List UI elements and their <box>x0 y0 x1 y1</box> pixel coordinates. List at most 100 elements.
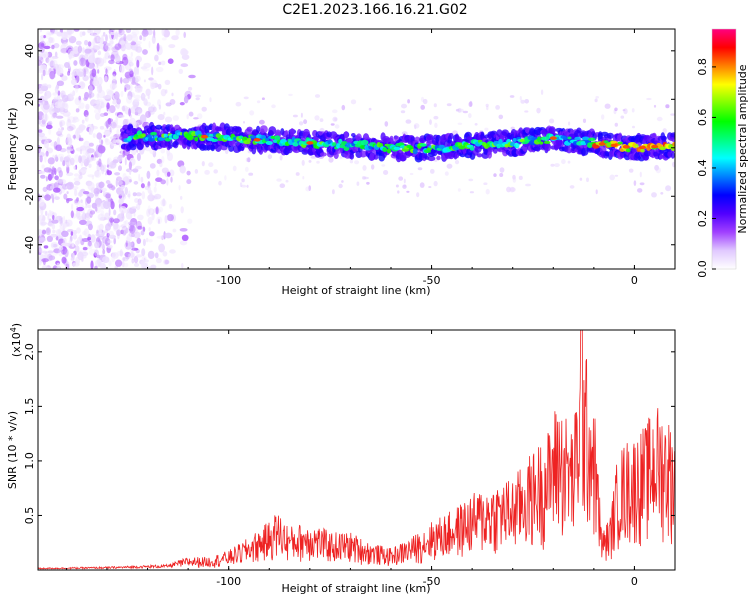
heatmap-cell <box>45 150 49 157</box>
heatmap-cell <box>54 85 59 94</box>
heatmap-cell <box>265 141 273 145</box>
heatmap-cell <box>148 239 153 243</box>
heatmap-cell <box>498 138 503 145</box>
snr-y-multiplier-base: (x10 <box>10 332 23 357</box>
heatmap-cell <box>474 123 478 126</box>
heatmap-cell <box>53 96 58 101</box>
heatmap-cell <box>46 189 50 195</box>
heatmap-cell <box>179 102 185 106</box>
heatmap-cell <box>135 220 142 230</box>
heatmap-cell <box>654 164 659 171</box>
heatmap-cell <box>57 266 61 269</box>
heatmap-cell <box>659 146 666 151</box>
heatmap-cell <box>137 214 144 221</box>
heatmap-cell <box>186 134 194 141</box>
heatmap-cell <box>113 218 120 224</box>
heatmap-cell <box>121 260 125 268</box>
heatmap-cell <box>215 133 222 139</box>
heatmap-cell <box>66 191 69 195</box>
heatmap-cell <box>79 171 82 176</box>
heatmap-cell <box>53 182 59 190</box>
heatmap-cell <box>38 47 46 53</box>
heatmap-cell <box>50 193 54 199</box>
heatmap-cell <box>628 168 634 173</box>
heatmap-cell <box>401 131 408 136</box>
heatmap-cell <box>116 229 121 236</box>
heatmap-cell <box>150 79 158 88</box>
heatmap-cell <box>265 137 270 142</box>
heatmap-cell <box>139 114 147 124</box>
heatmap-cell <box>127 242 134 247</box>
heatmap-cell <box>305 186 311 192</box>
heatmap-cell <box>330 123 335 126</box>
heatmap-cell <box>151 212 155 221</box>
heatmap-cell <box>133 66 138 76</box>
heatmap-cell <box>496 143 501 149</box>
heatmap-cell <box>61 94 69 103</box>
heatmap-cell <box>188 86 193 91</box>
heatmap-cell <box>70 78 78 86</box>
heatmap-cell <box>87 236 91 241</box>
heatmap-cell <box>147 137 156 142</box>
heatmap-cell <box>47 57 56 67</box>
heatmap-cell <box>79 31 83 38</box>
heatmap-cell <box>61 75 68 81</box>
heatmap-cell <box>79 102 85 109</box>
heatmap-cell <box>400 110 406 114</box>
heatmap-cell <box>606 132 614 139</box>
heatmap-cell <box>73 165 76 170</box>
heatmap-cell <box>581 136 590 141</box>
heatmap-cell <box>55 144 62 152</box>
heatmap-cell <box>279 183 286 188</box>
heatmap-cell <box>105 68 108 74</box>
heatmap-cell <box>194 169 199 174</box>
heatmap-cell <box>113 91 120 100</box>
heatmap-cell <box>47 213 50 221</box>
heatmap-cell <box>180 48 188 57</box>
heatmap-cell <box>188 111 194 117</box>
heatmap-cell <box>290 128 295 137</box>
heatmap-cell <box>72 118 80 123</box>
heatmap-cell <box>149 163 156 169</box>
heatmap-cell <box>148 40 151 49</box>
heatmap-cell <box>487 150 492 159</box>
heatmap-cell <box>142 238 146 247</box>
heatmap-cell <box>308 160 312 163</box>
heatmap-cell <box>56 31 63 37</box>
heatmap-cell <box>89 78 94 87</box>
heatmap-cell <box>44 194 51 201</box>
heatmap-cell <box>141 29 149 37</box>
heatmap-cell <box>109 234 116 239</box>
heatmap-cell <box>308 185 312 192</box>
heatmap-cell <box>119 65 125 73</box>
heatmap-cell <box>582 118 587 124</box>
heatmap-cell <box>568 121 571 126</box>
heatmap-cell <box>124 42 133 50</box>
heatmap-cell <box>78 137 84 142</box>
heatmap-cell <box>44 251 49 257</box>
heatmap-cell <box>41 119 46 125</box>
heatmap-cell <box>171 35 179 41</box>
heatmap-cell <box>75 108 80 113</box>
heatmap-cell <box>127 253 134 259</box>
heatmap-cell <box>158 206 164 213</box>
heatmap-x-axis-title: Height of straight line (km) <box>281 284 430 297</box>
heatmap-cell <box>74 188 78 197</box>
heatmap-cell <box>148 231 155 237</box>
heatmap-cell <box>53 248 61 254</box>
heatmap-cell <box>62 103 68 108</box>
heatmap-cell <box>50 113 58 120</box>
heatmap-cell <box>175 29 180 37</box>
heatmap-cell <box>588 137 596 142</box>
heatmap-cell <box>178 68 184 74</box>
heatmap-cell <box>102 41 108 45</box>
heatmap-cell <box>106 169 110 175</box>
heatmap-cell <box>87 223 93 231</box>
heatmap-cell <box>218 180 222 186</box>
heatmap-cell <box>160 199 167 207</box>
heatmap-cell <box>41 96 46 103</box>
heatmap-cell <box>121 153 125 158</box>
heatmap-cell <box>259 119 265 125</box>
heatmap-cell <box>316 160 320 164</box>
heatmap-cell <box>94 191 99 197</box>
